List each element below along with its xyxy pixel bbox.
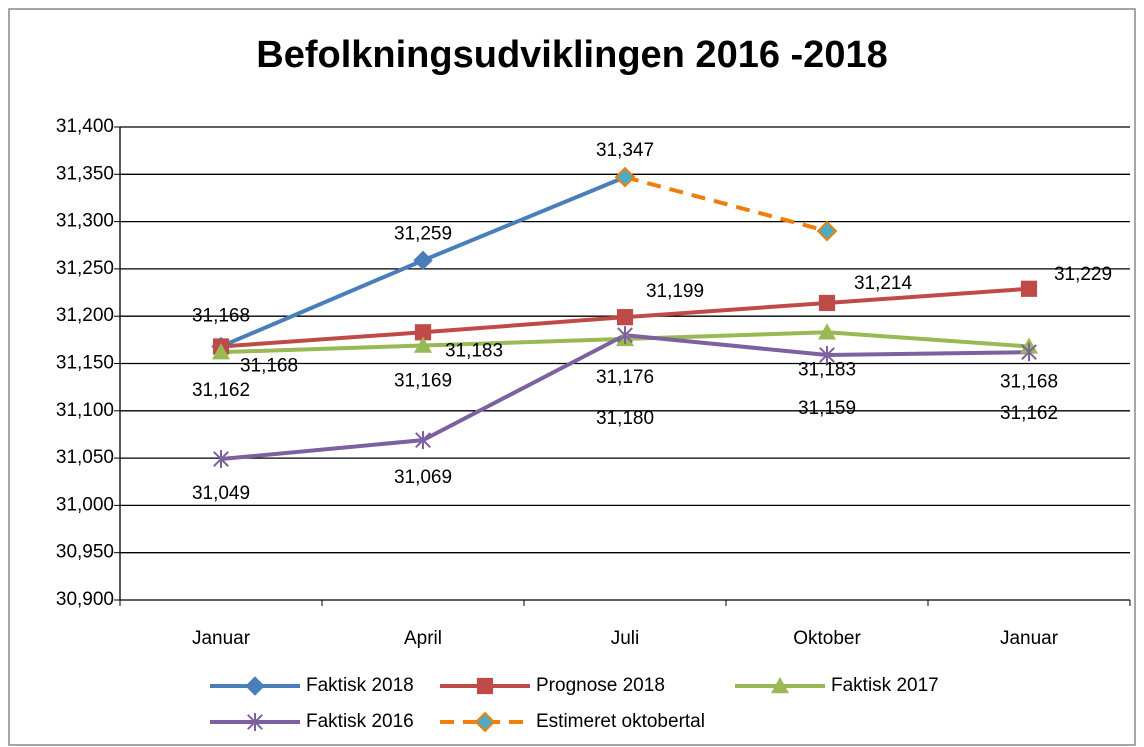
data-label: 31,168 [240,355,298,376]
legend-label: Faktisk 2016 [306,711,414,732]
y-tick-label: 31,200 [56,305,114,326]
y-tick-label: 31,150 [56,353,114,374]
data-label: 31,183 [798,359,856,380]
x-tick-label: Juli [611,628,640,649]
marker [414,324,432,341]
legend-label: Estimeret oktobertal [536,711,705,732]
legend-marker [474,711,496,733]
data-label: 31,069 [394,467,452,488]
y-tick-label: 31,100 [56,400,114,421]
marker [617,326,633,345]
marker [614,166,636,188]
chart-border [8,8,1136,746]
data-label: 31,183 [445,340,503,361]
data-label: 31,176 [596,367,654,388]
data-label: 31,159 [798,398,856,419]
marker [616,309,634,326]
marker [414,336,432,353]
data-label: 31,229 [1054,264,1112,285]
series-line [624,175,828,233]
y-tick-label: 31,350 [56,163,114,184]
legend-marker [476,677,494,695]
data-label: 31,168 [1000,371,1058,392]
x-tick-label: Oktober [793,628,861,649]
marker [816,220,838,242]
y-tick-label: 30,900 [56,589,114,610]
legend-label: Faktisk 2018 [306,675,414,696]
data-label: 31,169 [394,371,452,392]
legend-label: Prognose 2018 [536,675,665,696]
marker [819,345,835,364]
x-tick-label: Januar [192,628,251,649]
data-label: 31,168 [192,305,250,326]
legend-label: Faktisk 2017 [831,675,939,696]
data-label: 31,162 [192,380,250,401]
data-label: 31,214 [854,273,913,294]
legend-marker [247,713,263,731]
marker [818,294,836,312]
legend-marker [245,676,265,696]
y-tick-label: 30,950 [56,542,114,563]
marker [415,431,431,450]
data-label: 31,180 [596,408,654,429]
data-label: 31,162 [1000,403,1058,424]
chart-title: Befolkningsudviklingen 2016 -2018 [256,34,887,76]
y-tick-label: 31,250 [56,258,114,279]
marker [818,323,836,340]
y-tick-label: 31,050 [56,447,114,468]
marker [1021,343,1037,362]
marker [413,250,433,271]
y-tick-label: 31,000 [56,494,114,515]
data-label: 31,199 [646,281,704,302]
marker [212,343,230,360]
y-tick-label: 31,300 [56,211,114,232]
marker [1020,280,1038,297]
data-label: 31,259 [394,223,452,244]
data-label: 31,347 [596,140,654,161]
data-label: 31,049 [192,483,250,504]
y-tick-label: 31,400 [56,116,114,137]
x-tick-label: Januar [1000,628,1059,649]
marker [213,450,229,469]
legend-marker [771,677,789,694]
x-tick-label: April [404,628,442,649]
